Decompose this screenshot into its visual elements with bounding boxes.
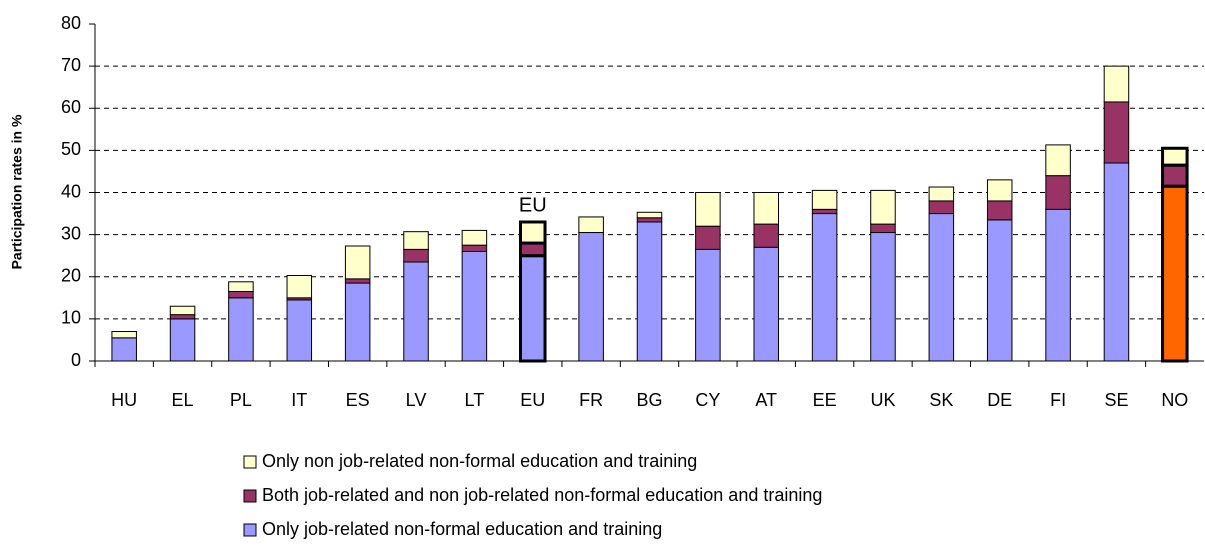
bar-segment	[344, 278, 371, 284]
x-tick-label: ES	[346, 390, 370, 410]
annotation: EU	[519, 194, 547, 216]
bar-segment	[578, 216, 604, 234]
bar-segment	[753, 246, 779, 362]
bar-segment	[986, 179, 1013, 202]
bar-segment	[636, 211, 663, 219]
legend-swatch	[243, 523, 257, 537]
bar-segment	[578, 232, 604, 362]
bar-segment	[403, 231, 429, 250]
bar-segment	[695, 192, 721, 227]
bar-segment	[870, 223, 896, 234]
bar-segment	[1161, 146, 1189, 167]
y-tick-label: 20	[61, 266, 81, 286]
bar-segment	[519, 220, 547, 245]
bar-segment	[1103, 65, 1130, 103]
bar-segment	[169, 314, 196, 320]
bar-segment	[519, 254, 547, 363]
bar-segment	[111, 331, 137, 339]
y-tick-label: 70	[61, 55, 81, 75]
legend-swatch	[243, 489, 257, 503]
bar-segment	[461, 244, 488, 252]
bar-segment	[1103, 101, 1130, 164]
bar-segment	[519, 241, 547, 258]
y-tick-label: 60	[61, 97, 81, 117]
x-tick-label: LV	[406, 390, 427, 410]
y-tick-label: 0	[71, 350, 81, 370]
bar-segment	[169, 305, 196, 316]
bar-segment	[870, 232, 896, 362]
x-tick-label: EU	[520, 390, 545, 410]
bar-segment	[403, 261, 429, 362]
x-tick-label: SE	[1104, 390, 1128, 410]
x-tick-label: HU	[111, 390, 137, 410]
bar-segment	[344, 282, 371, 362]
legend-label: Only non job-related non-formal educatio…	[262, 451, 697, 471]
bar-segment	[1045, 175, 1071, 210]
bar-segment	[695, 248, 721, 362]
x-tick-label: FI	[1050, 390, 1066, 410]
bar-segment	[811, 208, 838, 215]
bar-segment	[695, 225, 721, 250]
bar-segment	[986, 219, 1013, 362]
legend-label: Both job-related and non job-related non…	[262, 485, 822, 505]
bar-segment	[228, 297, 254, 362]
bar-segment	[403, 248, 429, 263]
bar-segment	[461, 229, 488, 246]
x-tick-label: UK	[870, 390, 895, 410]
y-tick-label: 50	[61, 139, 81, 159]
bar-segment	[1161, 184, 1189, 363]
bar-segment	[228, 281, 254, 292]
bar-segment	[986, 200, 1013, 221]
x-tick-label: EL	[172, 390, 194, 410]
x-tick-label: DE	[987, 390, 1012, 410]
x-tick-label: AT	[755, 390, 777, 410]
x-tick-label: IT	[291, 390, 307, 410]
bar-segment	[811, 189, 838, 210]
y-axis-label: Participation rates in %	[9, 114, 25, 269]
x-tick-label: NO	[1161, 390, 1188, 410]
bar-segment	[811, 213, 838, 362]
bar-segment	[928, 186, 955, 202]
x-tick-label: EE	[813, 390, 837, 410]
bar-segment	[1103, 162, 1130, 362]
bar-segment	[753, 223, 779, 248]
bar-segment	[344, 245, 371, 280]
bar-segment	[111, 337, 137, 362]
bar-segment	[636, 217, 663, 223]
y-tick-label: 10	[61, 308, 81, 328]
bar-segment	[636, 221, 663, 362]
bar-segment	[1045, 144, 1071, 177]
x-tick-label: SK	[929, 390, 953, 410]
bar-segment	[461, 250, 488, 362]
bar-segment	[1045, 208, 1071, 362]
x-tick-label: BG	[636, 390, 662, 410]
x-tick-label: LT	[465, 390, 485, 410]
bar-segment	[169, 318, 196, 362]
x-tick-label: CY	[695, 390, 720, 410]
y-tick-label: 30	[61, 223, 81, 243]
bar-segment	[286, 299, 313, 362]
x-tick-label: FR	[579, 390, 603, 410]
y-tick-label: 80	[61, 13, 81, 33]
bar-segment	[753, 192, 779, 225]
bar-segment	[286, 274, 313, 299]
bar-segment	[228, 290, 254, 299]
y-tick-label: 40	[61, 181, 81, 201]
legend-swatch	[243, 455, 257, 469]
legend-label: Only job-related non-formal education an…	[262, 519, 662, 539]
x-tick-label: PL	[230, 390, 252, 410]
bar-segment	[928, 213, 955, 362]
bar-segment	[870, 189, 896, 225]
bar-segment	[928, 200, 955, 215]
bar-segment	[1161, 163, 1189, 188]
